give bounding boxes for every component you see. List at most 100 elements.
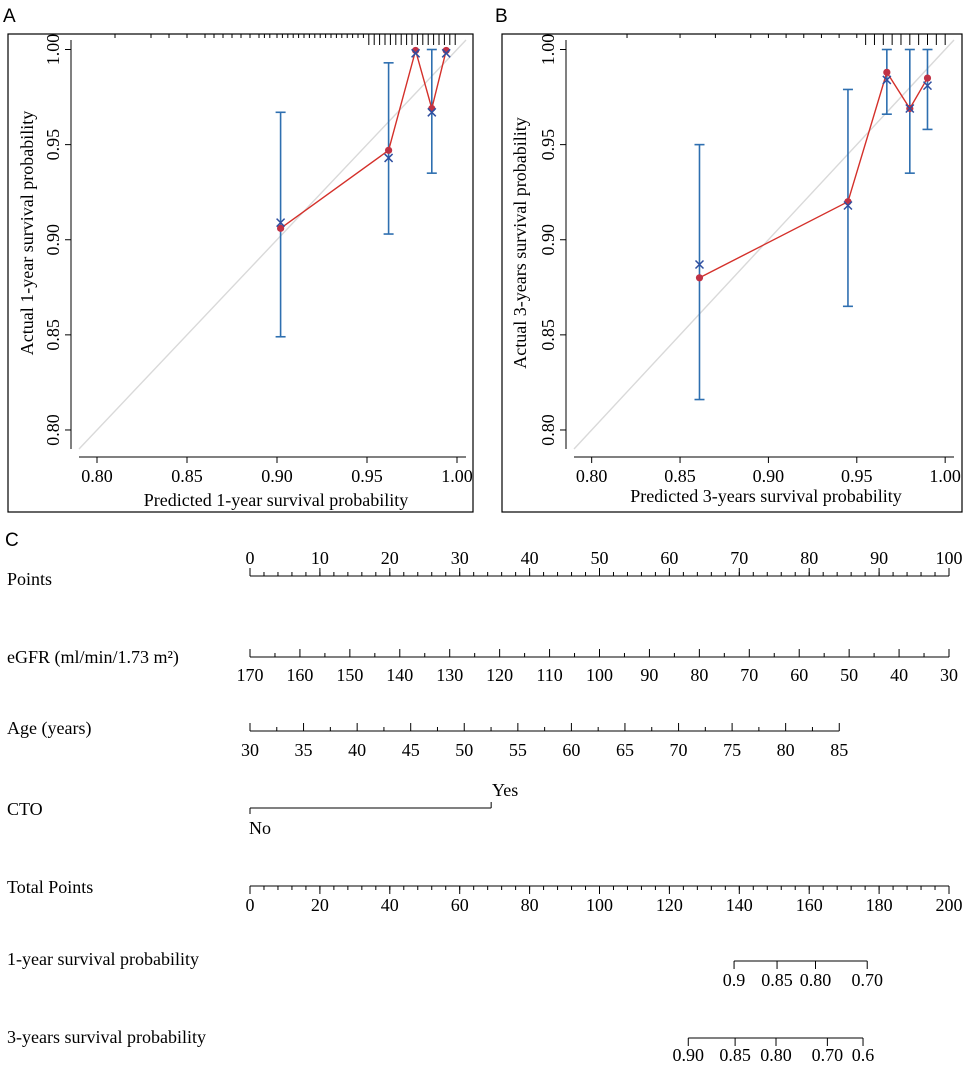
scale-4-tick-label: 0 [246, 895, 255, 915]
nomogram-label-1: eGFR (ml/min/1.73 m²) [7, 647, 179, 668]
corrected-marker-b [843, 200, 853, 211]
ideal-line-a [78, 39, 467, 450]
nomogram-label-5: 1-year survival probability [7, 949, 199, 969]
nomogram-scales: Points 0 10 20 30 40 50 60 70 80 90 100 eGFR (ml/min… [7, 548, 963, 1065]
scale-2-tick-label: 80 [777, 740, 795, 760]
scale-6-tick-label: 0.6 [852, 1045, 875, 1065]
scale-6-tick-label: 0.90 [673, 1045, 705, 1065]
x-tick-label-a: 0.95 [351, 466, 383, 486]
panel-label-c: C [5, 530, 19, 551]
nomogram-label-4: Total Points [7, 877, 93, 897]
y-tick-label-a: 0.80 [43, 414, 63, 446]
plot-area-b: 0.80 0.85 0.90 0.95 1.00 0.80 0.85 0.90 0.95 1.00 [538, 34, 961, 486]
corrected-marker-b [882, 75, 892, 85]
y-tick-label-b: 1.00 [538, 34, 558, 66]
scale-0-tick-label: 60 [660, 548, 678, 568]
plot-area-a: 0.80 0.85 0.90 0.95 1.00 0.80 0.85 0.90 0.95 1.00 [43, 34, 473, 486]
x-tick-label-a: 0.80 [81, 466, 113, 486]
panel-label-a: A [3, 6, 16, 27]
scale-1-tick-label: 120 [486, 665, 513, 685]
scale-3-level-label: Yes [492, 780, 518, 800]
x-tick-label-a: 0.85 [171, 466, 203, 486]
scale-1-tick-label: 170 [237, 665, 264, 685]
nomogram-label-2: Age (years) [7, 718, 91, 739]
x-tick-label-b: 0.95 [841, 466, 873, 486]
scale-0-tick-label: 40 [521, 548, 539, 568]
scale-0-tick-label: 20 [381, 548, 399, 568]
scale-5-tick-label: 0.85 [761, 970, 793, 990]
scale-0-tick-label: 50 [591, 548, 609, 568]
nomogram-label-0: Points [7, 569, 52, 589]
scale-0-tick-label: 70 [730, 548, 748, 568]
observed-line-b [699, 70, 929, 279]
x-axis-label-a: Predicted 1-year survival probability [144, 490, 408, 510]
y-tick-label-a: 0.85 [43, 319, 63, 351]
scale-4-tick-label: 180 [866, 895, 893, 915]
scale-0-tick-label: 10 [311, 548, 329, 568]
x-tick-label-a: 1.00 [441, 466, 473, 486]
observed-point-b [695, 274, 704, 282]
corrected-marker-a [441, 48, 451, 58]
scale-0-tick-label: 80 [800, 548, 818, 568]
scale-5-tick-label: 0.80 [800, 970, 832, 990]
scale-5-tick-label: 0.70 [851, 970, 883, 990]
x-tick-label-b: 1.00 [929, 466, 961, 486]
plot-frame-b [501, 33, 963, 513]
scale-4-tick-label: 60 [451, 895, 469, 915]
scale-4-tick-label: 40 [381, 895, 399, 915]
scale-0-tick-label: 0 [246, 548, 255, 568]
y-tick-label-a: 0.95 [43, 129, 63, 161]
scale-2-tick-label: 45 [402, 740, 420, 760]
corrected-marker-a [384, 153, 394, 163]
scale-2-tick-label: 35 [295, 740, 313, 760]
scale-2-tick-label: 50 [455, 740, 473, 760]
nomogram-label-3: CTO [7, 799, 43, 819]
scale-2-tick-label: 75 [723, 740, 741, 760]
scale-0-tick-label: 90 [870, 548, 888, 568]
scale-4-tick-label: 120 [656, 895, 683, 915]
observed-point-a [277, 224, 285, 232]
scale-1-tick-label: 80 [690, 665, 708, 685]
observed-point-a [428, 104, 436, 113]
scale-1-tick-label: 40 [890, 665, 908, 685]
x-axis-label-b: Predicted 3-years survival probability [630, 486, 901, 506]
scale-1-tick-label: 160 [286, 665, 313, 685]
nomogram: C Points 0 10 20 30 40 50 60 70 80 90 100 eGFR (ml/m… [5, 530, 963, 1065]
scale-4-tick-label: 140 [726, 895, 753, 915]
corrected-marker-a [427, 107, 437, 117]
scale-1-tick-label: 140 [386, 665, 413, 685]
observed-point-b [923, 74, 932, 82]
y-tick-label-b: 0.80 [538, 414, 558, 446]
scale-6-tick-label: 0.70 [812, 1045, 844, 1065]
scale-1-tick-label: 90 [640, 665, 658, 685]
corrected-marker-b [905, 103, 915, 114]
scale-2-tick-label: 40 [348, 740, 366, 760]
scale-4-tick-label: 80 [521, 895, 539, 915]
y-tick-label-a: 1.00 [43, 34, 63, 66]
calibration-plot-1-year: A 0.80 0.85 0.90 0.95 1.00 0.80 0.85 0.90 0.95 1.… [3, 6, 474, 513]
x-tick-label-b: 0.80 [576, 466, 608, 486]
y-tick-label-a: 0.90 [43, 224, 63, 256]
observed-point-b [844, 198, 852, 206]
scale-0-tick-label: 100 [936, 548, 963, 568]
scale-4-tick-label: 200 [936, 895, 963, 915]
corrected-marker-b [694, 259, 705, 270]
scale-2-tick-label: 55 [509, 740, 527, 760]
panel-label-b: B [495, 6, 508, 27]
corrected-marker-a [276, 218, 286, 228]
scale-2-tick-label: 30 [241, 740, 259, 760]
scale-1-tick-label: 60 [790, 665, 808, 685]
scale-2-tick-label: 60 [562, 740, 580, 760]
observed-point-b [883, 68, 891, 76]
observed-point-a [385, 146, 393, 154]
calibration-plot-3-years: B 0.80 0.85 0.90 0.95 1.00 0.80 0.85 0.90 0.95 1.… [495, 6, 963, 513]
x-tick-label-a: 0.90 [261, 466, 293, 486]
observed-line-a [280, 47, 447, 229]
scale-4-tick-label: 20 [311, 895, 329, 915]
y-axis-label-a: Actual 1-year survival probability [17, 111, 37, 355]
scale-6-tick-label: 0.85 [719, 1045, 751, 1065]
y-tick-label-b: 0.95 [538, 129, 558, 161]
scale-5-tick-label: 0.9 [723, 970, 746, 990]
scale-3-level-label: No [249, 818, 271, 838]
scale-1-tick-label: 100 [586, 665, 613, 685]
